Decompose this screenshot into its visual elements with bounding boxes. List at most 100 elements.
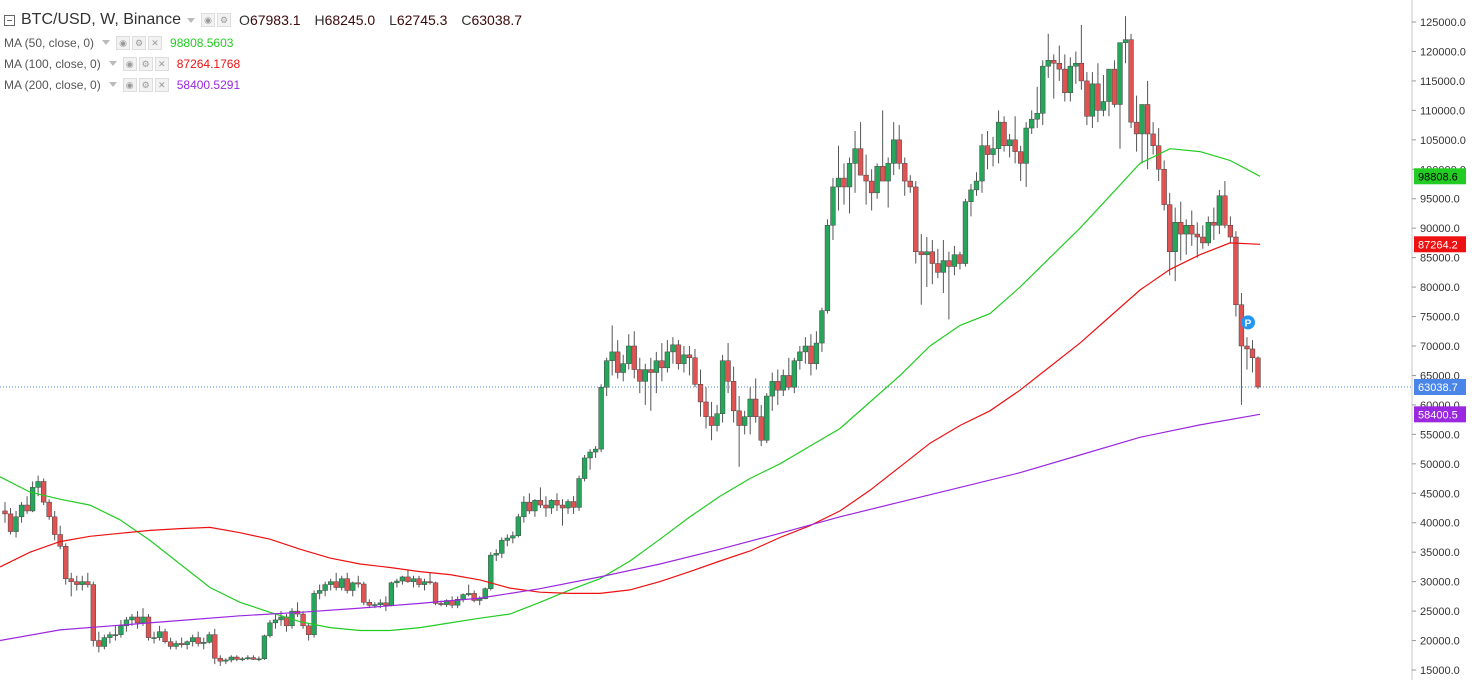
candle-body [1040,65,1046,114]
candle-body [846,163,853,188]
chevron-down-icon[interactable] [102,40,111,45]
candle-body [377,602,383,605]
chevron-down-icon[interactable] [108,61,117,66]
indicator-ma50[interactable]: MA (50, close, 0) ◉ ⚙ ✕ 98808.5603 [4,32,532,53]
candle-body [675,344,682,364]
indicator-ma200[interactable]: MA (200, close, 0) ◉ ⚙ ✕ 58400.5291 [4,74,532,95]
price-tag [1414,236,1466,253]
candle-body [178,643,185,645]
candle-body [1045,60,1051,67]
candle-body [35,481,41,488]
indicator-value: 58400.5291 [176,77,241,92]
candle-body [664,351,671,369]
candle-body [162,631,168,642]
eye-icon[interactable]: ◉ [122,56,137,71]
candle-body [730,381,737,412]
chevron-down-icon[interactable] [108,82,117,87]
candle-body [234,656,240,660]
candle-body [984,145,991,155]
price-tick-label: 120000.0 [1420,46,1466,58]
candle-body [421,581,428,585]
candle-body [29,487,36,512]
candle-body [946,260,952,267]
candle-body [659,360,665,369]
candle-body [167,641,174,647]
candle-body [907,180,913,188]
indicator-ma100[interactable]: MA (100, close, 0) ◉ ⚙ ✕ 87264.1768 [4,53,532,74]
candle-body [626,345,632,364]
eye-icon[interactable]: ◉ [122,77,137,92]
indicator-label[interactable]: MA (200, close, 0) [4,77,101,92]
candle-body [565,501,571,509]
candle-body [499,540,505,554]
close-icon[interactable]: ✕ [154,77,169,92]
candle-body [526,501,533,512]
candle-body [112,634,119,636]
candle-body [350,582,356,591]
candle-body [328,581,334,585]
candle-body [581,457,588,479]
price-tick-label: 125000.0 [1420,17,1466,29]
candle-body [129,616,135,621]
candle-body [482,588,488,599]
candle-body [339,578,345,588]
candle-body [156,631,163,638]
candle-body [107,634,113,638]
candle-body [1150,133,1156,146]
candle-body [245,657,251,660]
low-value: 62745.3 [396,12,448,28]
chart-legend: BTC/USD, W, Binance ◉ ⚙ O67983.1 H68245.… [4,8,532,95]
candle-body [405,576,411,582]
candle-body [454,599,461,606]
eye-icon[interactable]: ◉ [201,13,216,27]
gear-icon[interactable]: ⚙ [132,35,147,50]
chevron-down-icon[interactable] [187,17,196,23]
candle-body [85,581,91,585]
candle-body [554,500,560,506]
close-icon[interactable]: ✕ [154,56,169,71]
candle-body [692,357,698,385]
candle-body [835,177,842,188]
candle-body [1227,224,1234,238]
candle-body [1172,222,1178,252]
collapse-icon[interactable] [4,14,15,26]
gear-icon[interactable]: ⚙ [138,77,153,92]
candle-body [1089,83,1096,117]
candle-body [394,580,400,584]
candle-body [460,594,466,600]
candle-body [1249,348,1256,359]
candle-body [797,351,803,361]
candle-body [151,637,157,639]
candle-body [775,381,781,391]
candle-body [7,513,14,532]
candle-body [813,342,820,364]
eye-icon[interactable]: ◉ [116,35,131,50]
candle-body [1128,39,1134,123]
gear-icon[interactable]: ⚙ [138,56,153,71]
candle-body [145,616,152,638]
indicator-label[interactable]: MA (100, close, 0) [4,56,101,71]
candle-body [885,163,891,182]
marker-badge [1241,315,1255,330]
candle-body [548,500,555,509]
candle-body [79,581,85,585]
candle-body [2,510,8,515]
indicator-label[interactable]: MA (50, close, 0) [4,35,95,50]
close-label: C [461,12,472,28]
ma-line-2 [0,413,1261,642]
candle-body [979,145,985,182]
candle-body [1034,113,1040,120]
candle-body [653,360,659,373]
price-tick-label: 20000.0 [1420,636,1460,648]
gear-icon[interactable]: ⚙ [217,13,232,27]
candle-body [830,186,836,226]
candle-body [957,254,963,264]
candle-body [1117,42,1123,105]
candle-body [819,310,825,344]
close-icon[interactable]: ✕ [148,35,163,50]
candle-body [74,581,80,585]
candle-body [742,416,748,426]
symbol-title[interactable]: BTC/USD, W, Binance [21,11,182,28]
